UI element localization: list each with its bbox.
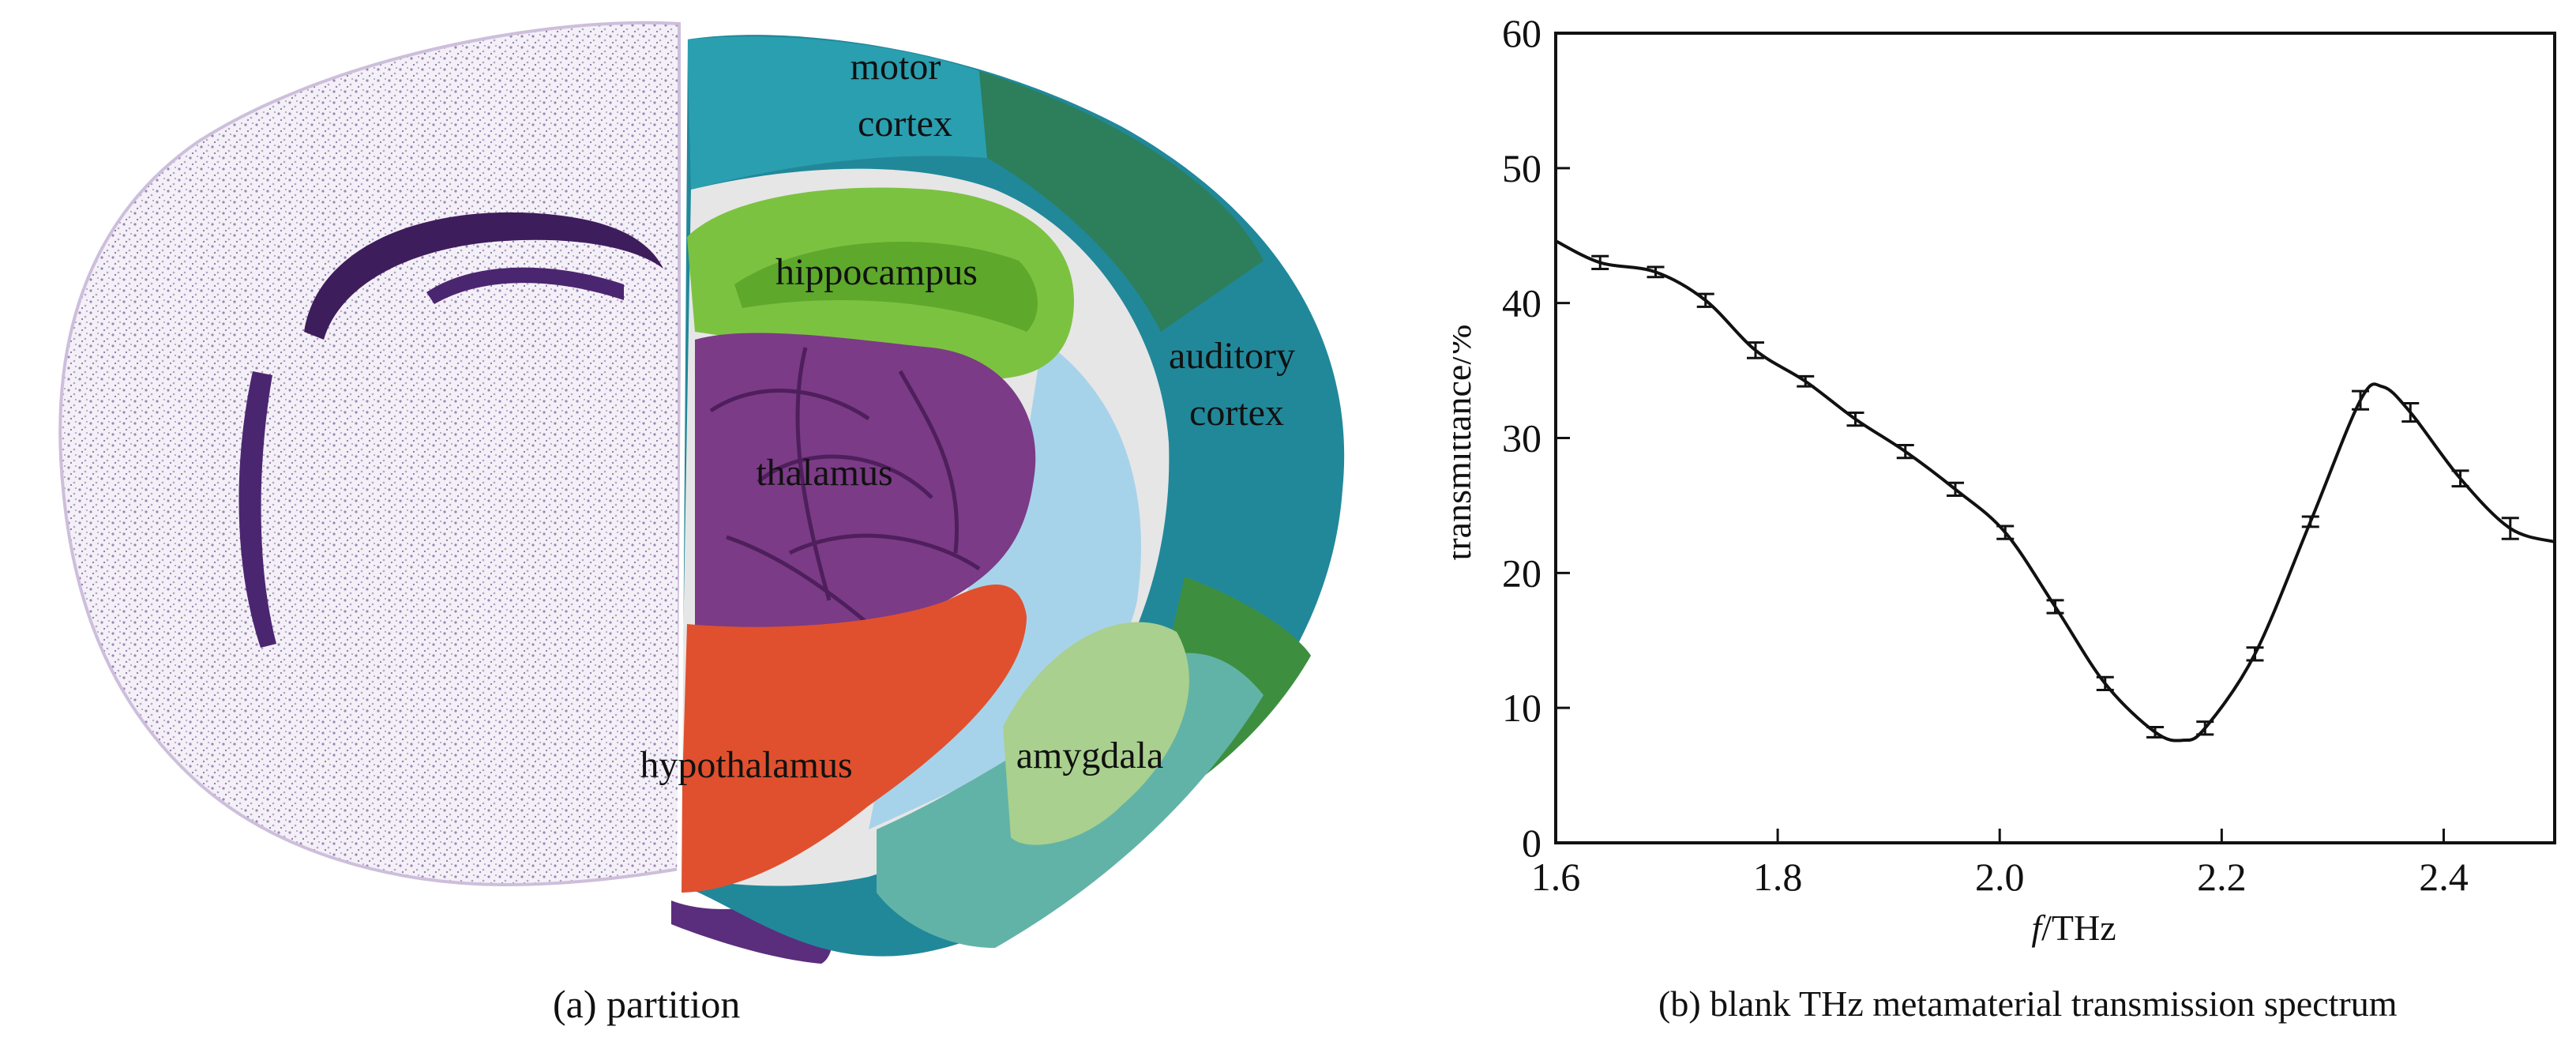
hippocampus-stain-band — [304, 212, 663, 340]
error-bar — [1947, 481, 1964, 498]
dark-green-cortex-region — [979, 71, 1264, 332]
label-amygdala: amygdala — [1016, 735, 1164, 776]
y-tick-label: 30 — [1502, 416, 1541, 461]
thalamus-nucleus-borders — [709, 347, 981, 626]
hypothalamus-region — [679, 585, 1027, 893]
error-bar — [1896, 443, 1914, 460]
x-tick-label: 2.4 — [2419, 855, 2469, 899]
y-axis-title: transmittance/% — [1453, 325, 1478, 561]
y-tick-label: 40 — [1502, 281, 1541, 325]
error-bar — [2146, 726, 2164, 739]
error-bar — [2046, 599, 2064, 615]
transmission-curve — [1555, 239, 2555, 743]
y-tick-label: 0 — [1522, 821, 1541, 865]
y-tick-label: 50 — [1502, 146, 1541, 190]
error-bar — [1591, 254, 1609, 271]
error-bar — [2501, 517, 2519, 540]
motor-cortex-region — [687, 36, 987, 190]
error-bar — [2451, 469, 2469, 488]
error-bar — [2246, 646, 2264, 662]
transmission-spectrum-chart: 0 10 20 30 40 50 60 1.6 1.8 2.0 2.2 2.4 transmittan… — [1453, 11, 2556, 948]
midline — [677, 31, 688, 893]
error-bar — [2352, 389, 2370, 411]
y-tick-label: 20 — [1502, 551, 1541, 595]
brain-partition-figure: motor cortex hippocampus auditory cortex… — [58, 21, 1345, 964]
label-thalamus: thalamus — [756, 452, 892, 494]
error-bar — [2401, 402, 2420, 423]
label-motor-line1: motor — [851, 46, 941, 88]
amygdala-region — [1003, 622, 1189, 845]
internal-capsule-stain — [238, 371, 276, 648]
error-bar — [1846, 411, 1864, 427]
label-auditory-line1: auditory — [1169, 335, 1295, 377]
label-motor-line2: cortex — [858, 103, 952, 145]
x-tick-label: 1.6 — [1531, 855, 1581, 899]
x-tick-label: 1.8 — [1753, 855, 1803, 899]
error-bar — [1747, 341, 1764, 359]
error-bar — [2196, 720, 2214, 736]
hippocampus-stain-inner — [426, 267, 624, 304]
y-tick-label: 10 — [1502, 686, 1541, 730]
hippocampus-inner-band — [734, 242, 1038, 332]
label-auditory-line2: cortex — [1189, 392, 1284, 434]
error-bar — [1797, 374, 1815, 388]
y-tick-label: 60 — [1502, 11, 1541, 55]
caption-panel-b: (b) blank THz metamaterial transmission … — [1658, 983, 2398, 1024]
error-bar — [1647, 265, 1665, 279]
error-bar — [1996, 524, 2015, 540]
stained-hemisphere — [58, 21, 681, 887]
x-tick-label: 2.2 — [2197, 855, 2247, 899]
x-axis-title-rest: /THz — [2041, 908, 2116, 948]
error-bar — [2096, 675, 2114, 692]
caption-panel-a: (a) partition — [553, 982, 741, 1026]
plot-frame — [1554, 32, 2556, 844]
x-tick-label: 2.0 — [1975, 855, 2025, 899]
label-hypothalamus: hypothalamus — [640, 744, 852, 786]
error-bar — [1696, 292, 1714, 308]
x-axis-title: f/THz — [2031, 908, 2116, 948]
label-hippocampus: hippocampus — [775, 251, 978, 293]
error-bar — [2301, 515, 2319, 528]
